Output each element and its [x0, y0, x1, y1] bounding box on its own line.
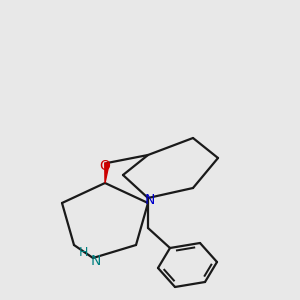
Text: O: O — [100, 159, 110, 173]
Text: H: H — [78, 247, 88, 260]
Polygon shape — [105, 163, 109, 183]
Text: N: N — [91, 254, 101, 268]
Text: N: N — [145, 193, 155, 207]
